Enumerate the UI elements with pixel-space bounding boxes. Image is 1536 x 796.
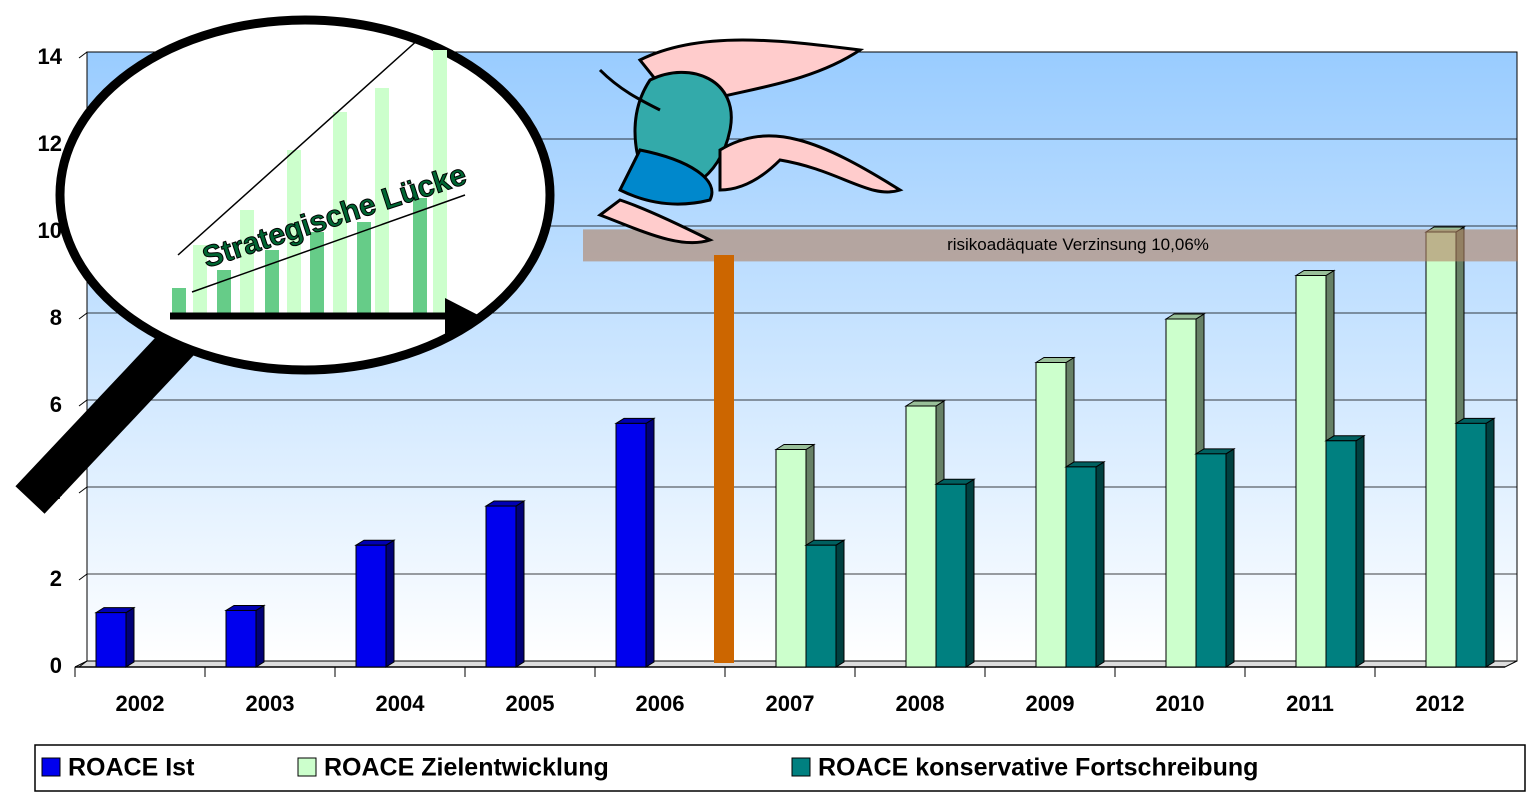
bar-side [835, 539, 845, 668]
x-tick-label: 2010 [1156, 691, 1205, 716]
bar [615, 422, 647, 668]
bar [1295, 275, 1327, 668]
legend-label: ROACE Ist [68, 754, 195, 782]
bar-side [645, 417, 655, 668]
bar [935, 483, 967, 668]
bar [775, 449, 807, 668]
bar-side [1355, 434, 1365, 668]
bar-side [515, 500, 525, 668]
lens-line [177, 37, 421, 256]
target-band [583, 229, 1518, 262]
x-tick-label: 2006 [636, 691, 685, 716]
jumper [596, 38, 904, 245]
lens-arrow-head [445, 298, 480, 334]
magnifier-handle [15, 316, 205, 514]
bar [1425, 231, 1457, 668]
bar-side [1225, 447, 1235, 668]
y-tick-label: 10 [38, 218, 62, 243]
annotation: risikoadäquate Verzinsung 10,06% [947, 235, 1209, 254]
legend-box [34, 744, 1526, 792]
lens-bars-light [193, 50, 447, 314]
bar [95, 612, 127, 668]
bar [1455, 422, 1487, 668]
legend-label: ROACE konservative Fortschreibung [818, 754, 1258, 782]
y-tick [78, 312, 88, 320]
y-tick-label: 12 [38, 131, 62, 156]
legend-swatch [41, 757, 61, 777]
x-tick-label: 2002 [116, 691, 165, 716]
y-tick [78, 660, 88, 668]
legend-swatch [791, 757, 811, 777]
bar-side [965, 478, 975, 668]
x-tick-label: 2004 [376, 691, 426, 716]
legend-label: ROACE Zielentwicklung [324, 754, 609, 782]
x-tick-label: 2005 [506, 691, 555, 716]
x-tick-label: 2012 [1416, 691, 1465, 716]
bar [1195, 453, 1227, 668]
bar [805, 544, 837, 668]
bar [1165, 318, 1197, 668]
y-tick-label: 0 [50, 653, 62, 678]
bar-side [385, 539, 395, 668]
legend-swatch [297, 757, 317, 777]
y-tick [78, 486, 88, 494]
x-tick-label: 2008 [896, 691, 945, 716]
bar [225, 609, 257, 668]
x-tick-label: 2003 [246, 691, 295, 716]
magnifier-lens [55, 15, 555, 375]
bar-side [1095, 460, 1105, 668]
y-tick [78, 51, 88, 59]
x-tick-label: 2007 [766, 691, 815, 716]
y-tick [78, 573, 88, 581]
bar [1065, 466, 1097, 668]
pole [714, 255, 734, 663]
y-tick [78, 399, 88, 407]
bar [355, 544, 387, 668]
lens-bars [172, 198, 427, 314]
bar [1035, 362, 1067, 668]
bar [1325, 440, 1357, 668]
bar-side [125, 606, 135, 668]
bar-side [255, 604, 265, 668]
y-tick-label: 14 [38, 44, 63, 69]
x-tick-label: 2009 [1026, 691, 1075, 716]
y-tick-label: 8 [50, 305, 62, 330]
bar [485, 505, 517, 668]
x-tick-label: 2011 [1286, 691, 1334, 716]
lens-line [191, 194, 466, 293]
decoration: risikoadäquate Verzinsung 10,06%Strategi… [15, 15, 1518, 663]
y-tick-label: 2 [50, 566, 62, 591]
y-tick-label: 6 [50, 392, 62, 417]
bar [905, 405, 937, 668]
bar-side [1485, 417, 1495, 668]
